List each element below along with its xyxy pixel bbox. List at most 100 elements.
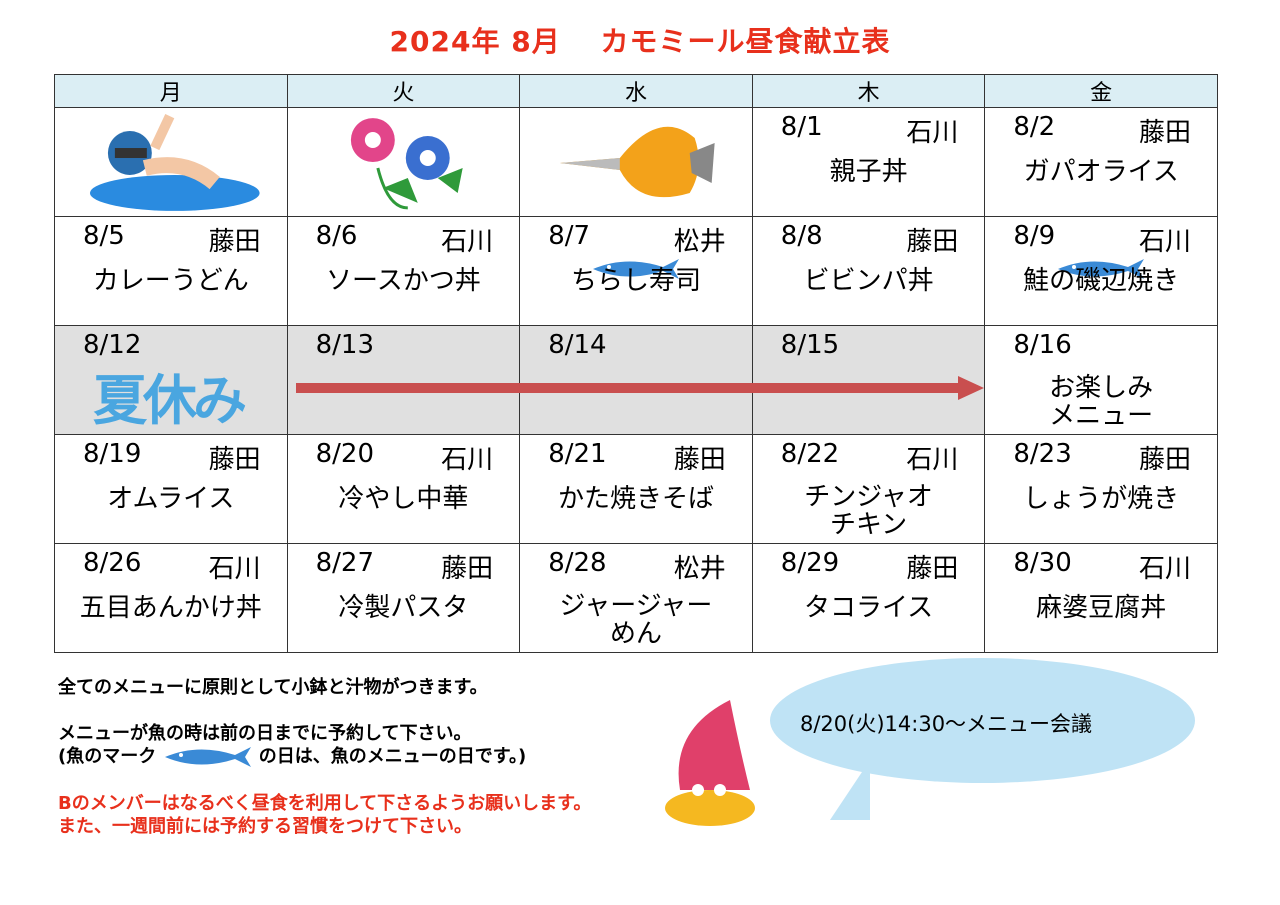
date: 8/15 [780, 330, 840, 360]
week-row: 8/26 石川 五目あんかけ丼 8/27 藤田 冷製パスタ 8/28 松井 ジャージャー めん 8… [54, 543, 1218, 653]
cook-name: 藤田 [208, 445, 261, 475]
date: 8/8 [780, 221, 823, 251]
day-cell: 8/29 藤田 タコライス [751, 543, 986, 653]
weekday-header: 月 [54, 74, 288, 108]
menu-item: お楽しみ メニュー [1049, 373, 1154, 431]
cook-name: 石川 [1138, 227, 1191, 257]
menu-item: 冷製パスタ [338, 593, 469, 623]
menu-calendar: 月火水木金 8/1 石川 親子丼 8/2 藤田 ガパオライス 8/5 藤田 カレーうどん 8/6 石… [54, 74, 1218, 653]
date: 8/27 [315, 548, 374, 578]
day-cell: 8/2 藤田 ガパオライス [984, 107, 1218, 217]
holiday-arrow [296, 383, 961, 393]
day-cell: 8/22 石川チンジャオ チキン [751, 434, 986, 544]
note-line: メニューが魚の時は前の日までに予約して下さい。 [58, 723, 472, 744]
cook-name: 石川 [906, 445, 959, 475]
cook-name: 石川 [441, 445, 494, 475]
day-cell [519, 107, 753, 217]
date: 8/28 [548, 548, 607, 578]
speech-bubble-tail [830, 760, 870, 820]
date: 8/13 [315, 330, 374, 360]
day-cell: 8/19 藤田 オムライス [54, 434, 288, 544]
date: 8/30 [1013, 548, 1072, 578]
day-cell: 8/12 夏休み [54, 325, 288, 435]
date: 8/6 [315, 221, 358, 251]
date: 8/14 [548, 330, 607, 360]
day-cell: 8/6 石川 ソースかつ丼 [286, 216, 521, 326]
morning-glory-illustration [350, 118, 463, 210]
meeting-notice: 8/20(火)14:30〜メニュー会議 [800, 712, 1093, 736]
menu-item: ビビンパ丼 [803, 266, 934, 296]
swimmer-illustration [89, 113, 260, 211]
day-cell: 8/21 藤田かた焼きそば [519, 434, 753, 544]
date: 8/12 [83, 330, 142, 360]
hermit-crab-illustration [665, 700, 755, 826]
menu-item: 五目あんかけ丼 [79, 593, 262, 623]
day-cell: 8/30 石川麻婆豆腐丼 [984, 543, 1218, 653]
date: 8/29 [780, 548, 840, 578]
day-cell: 8/5 藤田カレーうどん [54, 216, 288, 326]
note-line: (魚のマーク [58, 746, 157, 767]
week-row: 8/19 藤田 オムライス 8/20 石川 冷やし中華 8/21 藤田 かた焼きそば 8/22 石川… [54, 434, 1218, 544]
day-cell: 8/1 石川親子丼 [751, 107, 986, 217]
date: 8/7 [548, 221, 591, 251]
week-row: 8/1 石川 親子丼 8/2 藤田 ガパオライス [54, 107, 1218, 217]
date: 8/23 [1013, 439, 1072, 469]
weekday-header: 火 [286, 74, 521, 108]
menu-item: タコライス [803, 593, 934, 623]
day-cell: 8/9 石川 鮭の磯辺焼き [984, 216, 1218, 326]
weekday-header: 水 [519, 74, 753, 108]
date: 8/26 [83, 548, 142, 578]
menu-item: 鮭の磯辺焼き [1023, 266, 1180, 296]
date: 8/22 [780, 439, 840, 469]
cook-name: 石川 [208, 554, 261, 584]
menu-item: 麻婆豆腐丼 [1036, 593, 1167, 623]
day-cell: 8/26 石川五目あんかけ丼 [54, 543, 288, 653]
fish-mark-icon [1058, 259, 1145, 279]
cook-name: 藤田 [1138, 118, 1191, 148]
cook-name: 石川 [906, 118, 959, 148]
note-line: また、一週間前には予約する習慣をつけて下さい。 [58, 816, 472, 837]
cook-name: 藤田 [673, 445, 726, 475]
note-line: の日は、魚のメニューの日です。) [258, 746, 527, 767]
note-line: Bのメンバーはなるべく昼食を利用して下さるようお願いします。 [58, 793, 592, 814]
menu-item: ソースかつ丼 [326, 266, 481, 296]
day-cell: 8/27 藤田冷製パスタ [286, 543, 521, 653]
menu-item: カレーうどん [92, 266, 249, 296]
menu-item: オムライス [107, 484, 235, 514]
fish-mark-icon [164, 747, 251, 767]
day-cell: 8/14 [519, 325, 753, 435]
date: 8/16 [1013, 330, 1072, 360]
day-cell: 8/20 石川 冷やし中華 [286, 434, 521, 544]
day-cell: 8/28 松井 ジャージャー めん [519, 543, 753, 653]
fish-mark-icon [592, 259, 679, 279]
day-cell: 8/23 藤田しょうが焼き [984, 434, 1218, 544]
day-cell [286, 107, 521, 217]
day-cell: 8/13 [286, 325, 521, 435]
date: 8/5 [83, 221, 125, 251]
menu-item: しょうが焼き [1023, 484, 1180, 514]
week-row: 8/5 藤田 カレーうどん 8/6 石川 ソースかつ丼 8/7 松井 ちらし寿司 8/8 藤田 ビビン… [54, 216, 1218, 326]
day-cell: 8/8 藤田 ビビンパ丼 [751, 216, 986, 326]
weekday-header: 木 [751, 74, 986, 108]
menu-item: 親子丼 [829, 157, 908, 187]
date: 8/1 [780, 112, 823, 142]
menu-item: かた焼きそば [557, 484, 714, 514]
menu-item: チンジャオ チキン [804, 482, 933, 540]
cook-name: 藤田 [208, 227, 261, 257]
day-cell [54, 107, 288, 217]
menu-item: 冷やし中華 [338, 484, 469, 514]
day-cell: 8/16 お楽しみ メニュー [984, 325, 1218, 435]
cook-name: 藤田 [1138, 445, 1191, 475]
cook-name: 松井 [673, 227, 726, 257]
cook-name: 藤田 [441, 554, 494, 584]
menu-item: ジャージャー めん [559, 591, 713, 649]
summer-break-label: 夏休み [93, 369, 247, 432]
butterflyfish-illustration [560, 126, 715, 198]
cook-name: 石川 [1138, 554, 1191, 584]
week-row: 8/12 夏休み 8/13 8/14 8/15 8/16 お楽しみ メニュー [54, 325, 1218, 435]
date: 8/21 [548, 439, 607, 469]
menu-item: ガパオライス [1023, 157, 1179, 187]
day-cell: 8/15 [751, 325, 986, 435]
weekday-header: 金 [984, 74, 1218, 108]
holiday-arrow-head [958, 376, 984, 400]
